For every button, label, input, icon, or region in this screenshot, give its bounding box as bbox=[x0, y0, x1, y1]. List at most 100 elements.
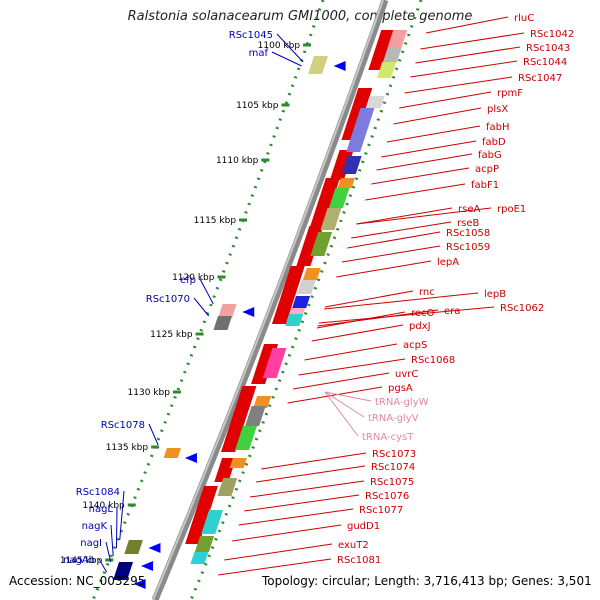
forward-gene-label: gudD1 bbox=[347, 521, 380, 532]
forward-gene-label: lepB bbox=[484, 289, 506, 300]
forward-gene-label: RSc1042 bbox=[530, 29, 574, 40]
label-leader bbox=[342, 245, 441, 263]
forward-gene-label: RSc1044 bbox=[523, 57, 567, 68]
forward-gene bbox=[221, 386, 257, 452]
label-leader bbox=[244, 494, 360, 512]
feature-block bbox=[328, 188, 350, 208]
label-leader bbox=[399, 91, 492, 109]
feature-block bbox=[253, 396, 272, 408]
label-leader bbox=[287, 386, 383, 404]
forward-gene-label: era bbox=[444, 306, 460, 317]
feature-block bbox=[376, 62, 397, 78]
accession-label: Accession: bbox=[9, 574, 73, 588]
feature-block bbox=[337, 178, 355, 188]
forward-gene bbox=[271, 266, 305, 324]
scale-label: 1115 kbp bbox=[194, 216, 237, 226]
genes-label: Genes: bbox=[511, 574, 554, 588]
label-leader bbox=[393, 107, 482, 125]
feature-block bbox=[292, 296, 311, 308]
feature-block bbox=[201, 510, 224, 534]
reverse-gene bbox=[141, 561, 154, 571]
length-label: Length: bbox=[374, 574, 420, 588]
reverse-gene-label: RSc1084 bbox=[76, 487, 120, 498]
scale-label: 1125 kbp bbox=[150, 330, 193, 340]
reverse-feature-block bbox=[163, 448, 181, 458]
topology-label: Topology: bbox=[262, 574, 319, 588]
label-leader bbox=[292, 372, 390, 390]
reverse-gene-label: efp bbox=[180, 275, 196, 286]
label-leader bbox=[336, 260, 432, 278]
forward-gene-label: exuT2 bbox=[338, 540, 369, 551]
reverse-gene bbox=[333, 61, 346, 71]
rna-label: tRNA-glyV bbox=[368, 413, 419, 424]
forward-gene-label: RSc1059 bbox=[446, 242, 490, 253]
forward-gene-label: RSc1062 bbox=[500, 303, 544, 314]
label-leader bbox=[318, 306, 495, 324]
feature-block bbox=[190, 552, 209, 564]
reverse-gene-label: maf bbox=[249, 48, 269, 59]
reverse-gene-label: nagK bbox=[82, 521, 108, 532]
label-leader bbox=[410, 60, 518, 78]
label-leader bbox=[376, 153, 473, 171]
forward-gene-label: fabF1 bbox=[471, 180, 499, 191]
feature-block bbox=[229, 458, 247, 468]
forward-gene-label: fabH bbox=[486, 122, 510, 133]
label-leader bbox=[381, 140, 477, 158]
label-leader bbox=[324, 292, 479, 310]
reverse-feature-block bbox=[218, 304, 237, 318]
accession-info: Accession: NC_003295 bbox=[9, 574, 145, 588]
scale-label: 1140 kbp bbox=[82, 501, 125, 511]
forward-gene-label: RSc1043 bbox=[526, 43, 570, 54]
feature-block bbox=[302, 268, 321, 280]
reverse-gene bbox=[184, 453, 197, 463]
label-leader bbox=[356, 207, 492, 225]
feature-block bbox=[366, 96, 385, 108]
label-leader bbox=[261, 452, 367, 470]
reverse-gene-label: RSc1045 bbox=[229, 30, 273, 41]
forward-gene-label: rseB bbox=[457, 218, 479, 229]
forward-gene-label: lepA bbox=[437, 257, 459, 268]
reverse-gene bbox=[148, 543, 161, 553]
reverse-feature-block bbox=[124, 540, 143, 554]
label-leader bbox=[386, 125, 481, 143]
label-leader bbox=[347, 231, 441, 249]
length-value: 3,716,413 bp bbox=[423, 574, 504, 588]
forward-gene-label: rpoE1 bbox=[497, 204, 526, 215]
label-leader bbox=[232, 524, 342, 542]
scale-label: 1130 kbp bbox=[128, 388, 171, 398]
label-leader bbox=[218, 558, 332, 576]
feature-block bbox=[346, 108, 375, 152]
feature-block bbox=[217, 478, 238, 496]
reverse-gene-label: RSc1078 bbox=[101, 420, 145, 431]
forward-gene-label: pgsA bbox=[388, 383, 413, 394]
reverse-feature-block bbox=[213, 316, 232, 330]
label-leader bbox=[98, 558, 108, 573]
reverse-feature-block bbox=[113, 562, 134, 580]
forward-gene-label: rpmF bbox=[497, 88, 523, 99]
scale-label: 1100 kbp bbox=[258, 41, 301, 51]
feature-block bbox=[310, 232, 333, 256]
genome-stats: Topology: circular; Length: 3,716,413 bp… bbox=[262, 574, 592, 588]
label-leader bbox=[256, 465, 366, 483]
feature-block bbox=[341, 156, 362, 174]
feature-block bbox=[262, 348, 287, 378]
forward-gene-label: plsX bbox=[487, 104, 508, 115]
forward-gene-label: fabG bbox=[478, 150, 502, 161]
label-leader bbox=[404, 76, 513, 94]
reverse-gene-label: nagL bbox=[89, 504, 114, 515]
label-leader bbox=[298, 358, 406, 376]
backbone-line bbox=[151, 0, 389, 600]
feature-block bbox=[245, 406, 266, 426]
rna-label: tRNA-cysT bbox=[362, 432, 414, 443]
label-leader bbox=[148, 423, 159, 446]
forward-gene bbox=[214, 458, 237, 482]
scale-label: 1145 kbp bbox=[60, 556, 103, 566]
label-leader bbox=[224, 543, 333, 561]
reverse-gene-label: nagI bbox=[80, 538, 102, 549]
forward-gene-label: RSc1074 bbox=[371, 462, 415, 473]
forward-gene bbox=[368, 30, 396, 70]
forward-gene-label: RSc1075 bbox=[370, 477, 414, 488]
feature-block bbox=[320, 208, 342, 230]
